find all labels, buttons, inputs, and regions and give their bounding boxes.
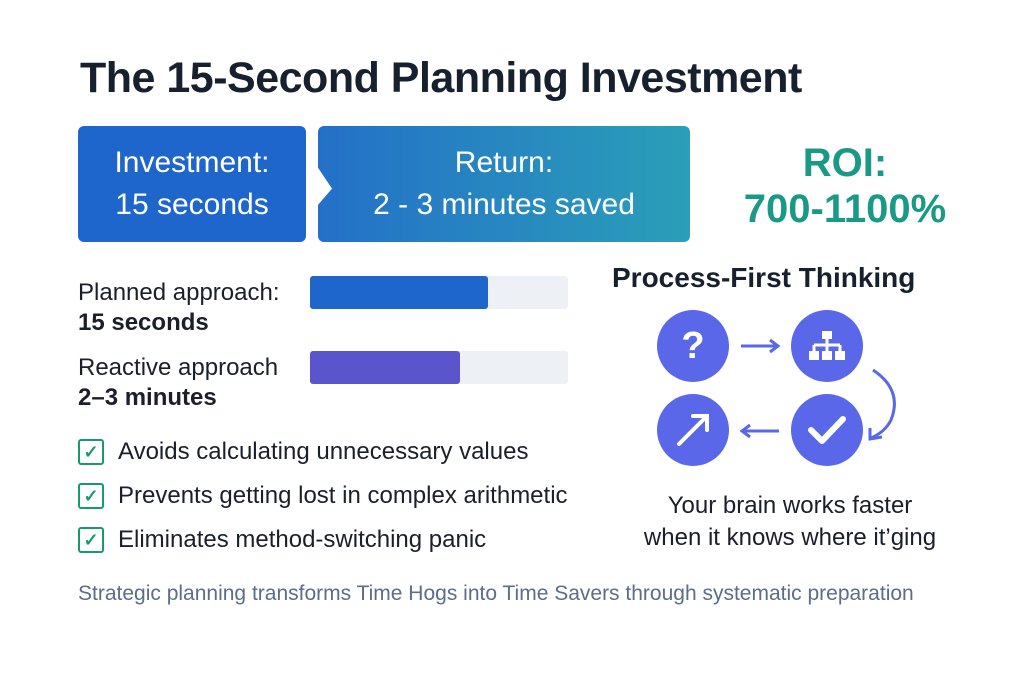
arrow-up-right-icon [657,394,729,466]
benefit-text: Eliminates method-switching panic [118,526,487,553]
reactive-time: 2–3 minutes [78,384,217,411]
arrow-left-icon [739,423,779,439]
question-icon: ? [657,310,729,382]
reactive-label-text: Reactive approach [78,354,279,381]
caption-line-2: when it knows where it’ging [643,524,937,551]
hierarchy-icon [791,310,863,382]
return-label: Return: [454,146,554,179]
benefit-text: Avoids calculating unnecessary values [118,438,529,465]
benefit-item: ✓ Prevents getting lost in complex arithm… [78,482,568,510]
benefit-text: Prevents getting lost in complex arithme… [118,482,568,509]
planned-time: 15 seconds [78,309,209,336]
checkbox-icon: ✓ [78,439,104,465]
investment-label: Investment: [114,146,270,179]
benefit-item: ✓ Eliminates method-switching panic [78,526,486,554]
reactive-bar [310,351,568,384]
caption-line-1: Your brain works faster [667,492,913,519]
planned-label-text: Planned approach: [78,279,280,306]
curved-arrow-icon [868,368,896,441]
footer-text: Strategic planning transforms Time Hogs … [78,582,914,605]
checkbox-icon: ✓ [78,527,104,553]
roi-label: ROI: [802,141,888,185]
checkbox-icon: ✓ [78,483,104,509]
reactive-label: Reactive approach 2–3 minutes [78,353,278,413]
process-caption: Your brain works faster when it knows wh… [610,490,970,554]
check-icon [791,394,863,466]
planned-label: Planned approach: 15 seconds [78,278,280,338]
reactive-bar-fill [310,351,460,384]
page-title: The 15-Second Planning Investment [80,54,802,102]
investment-box: Investment: 15 seconds [78,126,306,242]
investment-value: 15 seconds [115,188,269,221]
planned-bar-fill [310,276,489,309]
arrow-right-icon [741,338,781,354]
flow-arrows [739,338,896,441]
process-title: Process-First Thinking [612,262,916,293]
roi-box: ROI: 700-1100% [700,140,990,232]
roi-value: 700-1100% [743,187,947,231]
planned-bar [310,276,568,309]
return-value: 2 - 3 minutes saved [373,188,635,221]
return-box: Return: 2 - 3 minutes saved [318,126,690,242]
benefit-item: ✓ Avoids calculating unnecessary values [78,438,528,466]
